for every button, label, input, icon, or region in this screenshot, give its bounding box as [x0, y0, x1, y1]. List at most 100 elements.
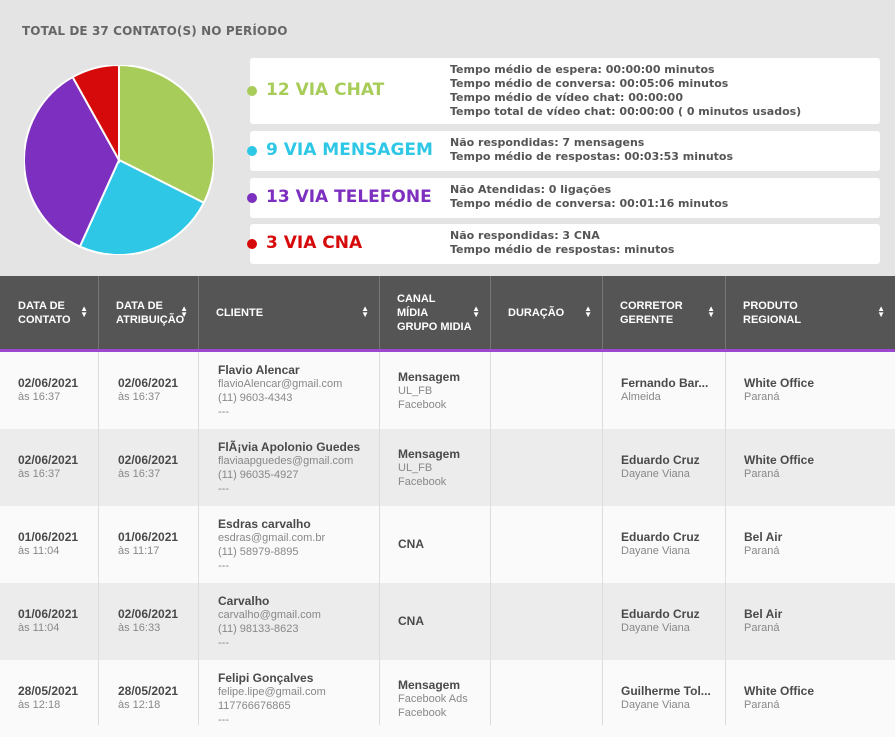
client-extra: --- [218, 637, 229, 649]
column-header-cliente[interactable]: CLIENTE ▲ ▼ [216, 276, 379, 349]
channel-details: Tempo médio de espera: 00:00:00 minutos T… [450, 63, 801, 119]
client-name: FlÃ¡via Apolonio Guedes [218, 440, 361, 454]
assign-time: às 11:17 [118, 545, 160, 557]
sort-arrows-icon[interactable]: ▲ ▼ [180, 304, 188, 319]
contact-date: 28/05/2021 [18, 684, 79, 698]
assign-date: 02/06/2021 [118, 376, 179, 390]
pie-slice-chat [118, 65, 214, 205]
product-name: White Office [744, 453, 815, 467]
sort-arrows-icon[interactable]: ▲ ▼ [584, 304, 592, 319]
client-phone: 117766676865 [218, 700, 291, 712]
product-name: White Office [744, 684, 815, 698]
media-group: Facebook [398, 399, 447, 411]
channel-label: 13 VIA TELEFONE [266, 187, 432, 207]
table-row[interactable]: 02/06/2021 às 16:37 02/06/2021 às 16:37 FlÃ¡… [0, 429, 895, 506]
regional-name: Paraná [744, 622, 780, 634]
sort-arrows-icon[interactable]: ▲ ▼ [877, 304, 885, 319]
column-divider [490, 352, 491, 725]
broker-name: Eduardo Cruz [621, 530, 700, 544]
header-divider [490, 276, 491, 349]
contact-date: 02/06/2021 [18, 453, 79, 467]
sort-arrows-icon[interactable]: ▲ ▼ [80, 304, 88, 319]
column-header-label: REGIONAL [743, 313, 802, 326]
table-row[interactable]: 01/06/2021 às 11:04 02/06/2021 às 16:33 Carv… [0, 583, 895, 660]
channel-details: Não Atendidas: 0 ligações Tempo médio de … [450, 183, 728, 211]
media-group: Facebook [398, 707, 447, 719]
channel-detail-line: Tempo médio de conversa: 00:05:06 minuto… [450, 77, 729, 90]
regional-name: Paraná [744, 545, 780, 557]
broker-name: Eduardo Cruz [621, 453, 700, 467]
client-name: Carvalho [218, 594, 270, 608]
manager-name: Almeida [621, 391, 661, 403]
channel-label: 12 VIA CHAT [266, 80, 385, 100]
column-header-duracao[interactable]: DURAÇÃO ▲ ▼ [508, 276, 602, 349]
assign-date: 28/05/2021 [118, 684, 179, 698]
column-header-data-contato[interactable]: DATA DE CONTATO ▲ ▼ [18, 276, 98, 349]
regional-name: Paraná [744, 699, 780, 711]
contacts-table-body: 02/06/2021 às 16:37 02/06/2021 às 16:37 Flav… [0, 352, 895, 737]
client-phone: (11) 9603-4343 [218, 392, 293, 404]
channel-details: Não respondidas: 7 mensagens Tempo médio … [450, 136, 733, 164]
client-name: Flavio Alencar [218, 363, 300, 377]
client-phone: (11) 58979-8895 [218, 546, 299, 558]
contacts-pie-chart [24, 65, 214, 255]
column-header-label: PRODUTO [743, 299, 798, 312]
column-header-data-atribuicao[interactable]: DATA DE ATRIBUIÇÃO ▲ ▼ [116, 276, 198, 349]
manager-name: Dayane Viana [621, 699, 690, 711]
channel-card-telefone: 13 VIA TELEFONE Não Atendidas: 0 ligações… [247, 178, 880, 218]
client-email: esdras@gmail.com.br [218, 532, 326, 544]
client-extra: --- [218, 483, 229, 495]
product-name: White Office [744, 376, 815, 390]
media-group: Facebook [398, 476, 447, 488]
contact-date: 01/06/2021 [18, 530, 79, 544]
header-divider [98, 276, 99, 349]
client-extra: --- [218, 406, 229, 418]
column-header-label: MÍDIA [397, 306, 429, 319]
channel-detail-line: Tempo médio de espera: 00:00:00 minutos [450, 63, 715, 76]
column-header-label: ATRIBUIÇÃO [116, 313, 185, 326]
header-divider [379, 276, 380, 349]
client-email: felipe.lipe@gmail.com [218, 686, 326, 698]
column-divider [602, 352, 603, 725]
channel-label: 3 VIA CNA [266, 233, 363, 253]
column-header-label: CLIENTE [216, 306, 264, 319]
header-divider [725, 276, 726, 349]
assign-date: 02/06/2021 [118, 607, 179, 621]
broker-name: Eduardo Cruz [621, 607, 700, 621]
table-row[interactable]: 28/05/2021 às 12:18 28/05/2021 às 12:18 Feli… [0, 660, 895, 737]
broker-name: Guilherme Tol... [621, 684, 711, 698]
sort-arrows-icon[interactable]: ▲ ▼ [361, 304, 369, 319]
column-header-label: DATA DE [116, 299, 163, 312]
channel-detail-line: Tempo médio de vídeo chat: 00:00:00 [450, 91, 683, 104]
client-name: Felipi Gonçalves [218, 671, 314, 685]
column-header-canal[interactable]: CANAL MÍDIA GRUPO MIDIA ▲ ▼ [397, 276, 490, 349]
channel-detail-line: Tempo médio de respostas: 00:03:53 minut… [450, 150, 734, 163]
channel-name: CNA [398, 614, 424, 628]
channel-dot-icon [247, 146, 257, 156]
manager-name: Dayane Viana [621, 545, 690, 557]
channel-detail-line: Tempo total de vídeo chat: 00:00:00 ( 0 … [450, 105, 802, 118]
contact-time: às 16:37 [18, 468, 61, 480]
channel-detail-line: Não Atendidas: 0 ligações [450, 183, 612, 196]
sort-arrows-icon[interactable]: ▲ ▼ [707, 304, 715, 319]
column-header-produto[interactable]: PRODUTO REGIONAL ▲ ▼ [743, 276, 895, 349]
channel-dot-icon [247, 86, 257, 96]
table-row[interactable]: 01/06/2021 às 11:04 01/06/2021 às 11:17 Esdr… [0, 506, 895, 583]
column-header-corretor[interactable]: CORRETOR GERENTE ▲ ▼ [620, 276, 725, 349]
product-name: Bel Air [744, 607, 783, 621]
media-name: UL_FB [398, 462, 433, 474]
header-divider [198, 276, 199, 349]
client-phone: (11) 96035-4927 [218, 469, 299, 481]
table-row[interactable]: 02/06/2021 às 16:37 02/06/2021 às 16:37 Flav… [0, 352, 895, 429]
assign-time: às 16:37 [118, 468, 161, 480]
column-divider [725, 352, 726, 725]
client-phone: (11) 98133-8623 [218, 623, 299, 635]
client-extra: --- [218, 714, 229, 726]
sort-arrows-icon[interactable]: ▲ ▼ [472, 304, 480, 319]
regional-name: Paraná [744, 468, 780, 480]
channel-dot-icon [247, 239, 257, 249]
product-name: Bel Air [744, 530, 783, 544]
assign-time: às 12:18 [118, 699, 161, 711]
channel-detail-line: Não respondidas: 3 CNA [450, 229, 600, 242]
regional-name: Paraná [744, 391, 780, 403]
